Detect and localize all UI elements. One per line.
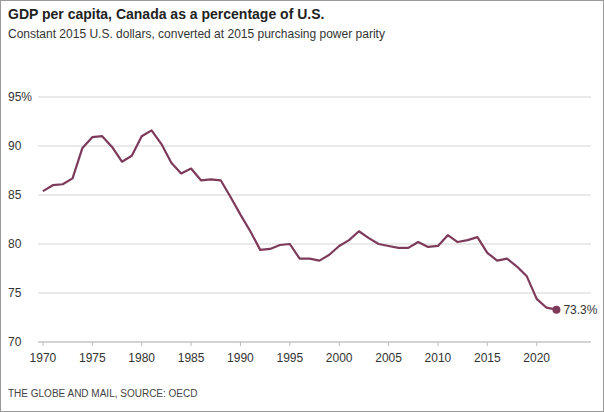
x-tick (487, 342, 488, 346)
grid-line (38, 342, 591, 343)
x-tick-label: 2005 (375, 351, 402, 365)
annotation-marker (552, 306, 560, 314)
grid-line (38, 293, 591, 294)
y-tick-label: 85 (8, 188, 22, 202)
grid-line (38, 97, 591, 98)
x-tick (388, 342, 389, 346)
x-tick (92, 342, 93, 346)
x-tick (42, 342, 43, 346)
line (43, 130, 557, 309)
annotation-label: 73.3% (563, 303, 597, 317)
x-tick-label: 2020 (523, 351, 550, 365)
x-tick-label: 1995 (276, 351, 303, 365)
x-tick (191, 342, 192, 346)
x-tick-label: 1975 (79, 351, 106, 365)
x-tick-label: 2000 (326, 351, 353, 365)
y-tick-label: 90 (8, 139, 22, 153)
y-tick-label: 75 (8, 286, 22, 300)
grid-line (38, 146, 591, 147)
x-tick-label: 1990 (227, 351, 254, 365)
x-axis (38, 342, 591, 343)
x-tick-label: 2015 (474, 351, 501, 365)
x-tick (536, 342, 537, 346)
frame (1, 1, 604, 412)
plot-area (43, 130, 560, 313)
x-tick (141, 342, 142, 346)
x-tick-label: 1980 (128, 351, 155, 365)
grid-line (38, 244, 591, 245)
y-tick-label: 95% (8, 90, 32, 104)
grid-line (38, 195, 591, 196)
source: THE GLOBE AND MAIL, SOURCE: OECD (8, 388, 197, 399)
x-tick-label: 1970 (30, 351, 57, 365)
title: GDP per capita, Canada as a percentage o… (8, 6, 324, 22)
x-tick (437, 342, 438, 346)
chart: GDP per capita, Canada as a percentage o… (0, 0, 604, 412)
y-tick-label: 80 (8, 237, 22, 251)
y-tick-label: 70 (8, 335, 22, 349)
subtitle: Constant 2015 U.S. dollars, converted at… (8, 27, 385, 41)
x-tick-label: 1985 (178, 351, 205, 365)
x-tick (339, 342, 340, 346)
x-tick-label: 2010 (425, 351, 452, 365)
x-tick (289, 342, 290, 346)
x-tick (240, 342, 241, 346)
